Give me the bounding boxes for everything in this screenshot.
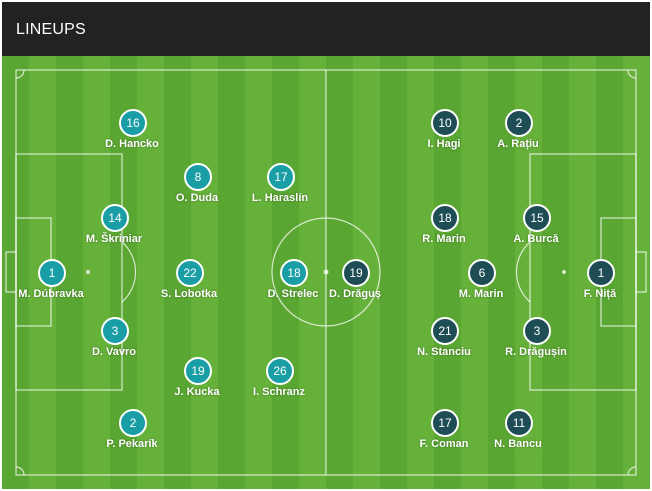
player-name: R. Drăgușin [505, 346, 567, 358]
player-away-ratiu[interactable]: 2 A. Rațiu [463, 109, 573, 159]
player-name: S. Lobotka [160, 288, 218, 300]
player-name: M. Dúbravka [18, 288, 84, 300]
football-pitch: 16 D. Hancko 8 O. Duda 17 L. Haraslín 14… [2, 56, 650, 489]
player-name: D. Hancko [105, 138, 159, 150]
player-number-badge: 17 [431, 409, 459, 437]
player-number-badge: 2 [119, 409, 147, 437]
player-home-skriniar[interactable]: 14 M. Škriniar [59, 204, 169, 254]
player-home-hancko[interactable]: 16 D. Hancko [77, 109, 187, 159]
player-number-badge: 3 [523, 317, 551, 345]
player-number-badge: 8 [184, 163, 212, 191]
player-number-badge: 15 [523, 204, 551, 232]
player-away-m-marin[interactable]: 6 M. Marin [426, 259, 536, 309]
player-name: N. Stanciu [417, 346, 471, 358]
player-name: M. Marin [458, 288, 504, 300]
player-away-burca[interactable]: 15 A. Burcă [481, 204, 591, 254]
player-away-bancu[interactable]: 11 N. Bancu [463, 409, 573, 459]
player-home-vavro[interactable]: 3 D. Vavro [59, 317, 169, 367]
player-name: L. Haraslín [251, 192, 309, 204]
player-number-badge: 19 [342, 259, 370, 287]
player-name: I. Hagi [427, 138, 461, 150]
player-name: A. Burcă [513, 233, 559, 245]
player-number-badge: 6 [468, 259, 496, 287]
lineups-header: LINEUPS [2, 2, 650, 56]
player-away-coman[interactable]: 17 F. Coman [389, 409, 499, 459]
player-home-haraslin[interactable]: 17 L. Haraslín [225, 163, 335, 213]
player-number-badge: 3 [101, 317, 129, 345]
player-number-badge: 22 [176, 259, 204, 287]
player-home-dubravka[interactable]: 1 M. Dúbravka [2, 259, 106, 309]
player-away-dragus[interactable]: 19 D. Drăguș [300, 259, 410, 309]
lineups-title: LINEUPS [16, 21, 86, 38]
player-number-badge: 21 [431, 317, 459, 345]
player-number-badge: 18 [280, 259, 308, 287]
player-number-badge: 18 [431, 204, 459, 232]
player-number-badge: 16 [119, 109, 147, 137]
player-name: O. Duda [175, 192, 219, 204]
player-away-nita[interactable]: 1 F. Niță [545, 259, 650, 309]
player-name: I. Schranz [253, 386, 305, 398]
player-home-duda[interactable]: 8 O. Duda [142, 163, 252, 213]
player-name: J. Kucka [174, 386, 220, 398]
player-home-strelec[interactable]: 18 D. Strelec [238, 259, 348, 309]
player-name: D. Drăguș [329, 288, 381, 300]
player-home-schranz[interactable]: 26 I. Schranz [224, 357, 334, 407]
player-number-badge: 17 [267, 163, 295, 191]
player-number-badge: 14 [101, 204, 129, 232]
player-number-badge: 2 [505, 109, 533, 137]
player-number-badge: 19 [184, 357, 212, 385]
player-number-badge: 11 [505, 409, 533, 437]
player-home-kucka[interactable]: 19 J. Kucka [142, 357, 252, 407]
player-number-badge: 1 [587, 259, 615, 287]
player-name: D. Strelec [267, 288, 319, 300]
player-name: D. Vavro [91, 346, 137, 358]
player-name: F. Coman [419, 438, 469, 450]
player-name: R. Marin [422, 233, 466, 245]
player-home-lobotka[interactable]: 22 S. Lobotka [134, 259, 244, 309]
player-number-badge: 26 [266, 357, 294, 385]
player-name: P. Pekarík [106, 438, 158, 450]
player-away-hagi[interactable]: 10 I. Hagi [389, 109, 499, 159]
player-home-pekarik[interactable]: 2 P. Pekarík [77, 409, 187, 459]
player-name: N. Bancu [494, 438, 542, 450]
player-name: M. Škriniar [85, 233, 143, 245]
player-number-badge: 1 [38, 259, 66, 287]
player-away-r-marin[interactable]: 18 R. Marin [389, 204, 499, 254]
player-number-badge: 10 [431, 109, 459, 137]
player-name: A. Rațiu [497, 138, 539, 150]
player-away-dragusin[interactable]: 3 R. Drăgușin [481, 317, 591, 367]
player-away-stanciu[interactable]: 21 N. Stanciu [389, 317, 499, 367]
player-name: F. Niță [583, 288, 617, 300]
